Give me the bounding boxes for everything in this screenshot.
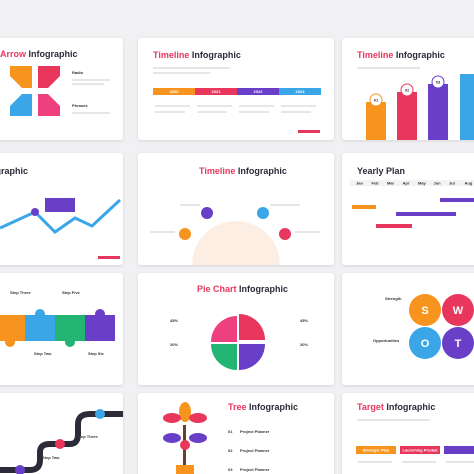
step: 03: [436, 80, 441, 85]
puzzle: [0, 309, 115, 347]
label: Opportunities: [373, 338, 400, 343]
card: [0, 393, 123, 474]
tree: [163, 402, 207, 474]
label: Phrases: [72, 103, 88, 108]
pct: 20%: [170, 342, 178, 347]
card: [342, 273, 474, 385]
label: Step Two: [34, 351, 52, 356]
swot: T: [455, 338, 462, 350]
swot: W: [453, 305, 464, 317]
title: Yearly Plan: [357, 166, 405, 176]
title: Timeline Infographic: [199, 166, 287, 176]
label: Strength: [385, 296, 402, 301]
pie: [211, 314, 265, 370]
label: Step Six: [88, 351, 105, 356]
month: Aug: [465, 181, 473, 186]
num: 02: [228, 448, 233, 453]
step: 01: [374, 98, 379, 103]
label: Step Three: [77, 434, 98, 439]
title: Arrow Infographic: [0, 49, 78, 59]
swot: S: [421, 305, 428, 317]
title: Pie Chart Infographic: [197, 284, 288, 294]
month: Mar: [387, 181, 395, 186]
pct: 45%: [300, 318, 308, 323]
year: 2020: [170, 89, 180, 94]
month: Jun: [434, 181, 442, 186]
year: 2023: [296, 89, 306, 94]
label: Project Planner: [240, 467, 270, 472]
label: Step Two: [42, 455, 60, 460]
month: May: [418, 181, 427, 186]
title: Infographic: [0, 166, 28, 176]
title: Target Infographic: [357, 402, 435, 412]
year: 2021: [212, 89, 222, 94]
arrow-tiles: [10, 66, 60, 116]
label: Project Planner: [240, 448, 270, 453]
num: 01: [228, 429, 233, 434]
month: Jul: [449, 181, 455, 186]
month: Jan: [356, 181, 363, 186]
month: Feb: [372, 181, 380, 186]
title: Tree Infographic: [228, 402, 298, 412]
label: Step Five: [62, 290, 81, 295]
title: Timeline Infographic: [357, 50, 445, 60]
pct: 20%: [300, 342, 308, 347]
swot: O: [421, 338, 430, 350]
step: 02: [405, 88, 410, 93]
year: 2022: [254, 89, 264, 94]
pct: 45%: [170, 318, 178, 323]
label: Project Planner: [240, 429, 270, 434]
box: Strategic Plan: [363, 448, 390, 453]
box: Launching Produk: [402, 448, 438, 453]
title: Timeline Infographic: [153, 50, 241, 60]
label: Radio: [72, 70, 84, 75]
label: Step Three: [10, 290, 31, 295]
month: Apr: [403, 181, 410, 186]
num: 03: [228, 467, 233, 472]
